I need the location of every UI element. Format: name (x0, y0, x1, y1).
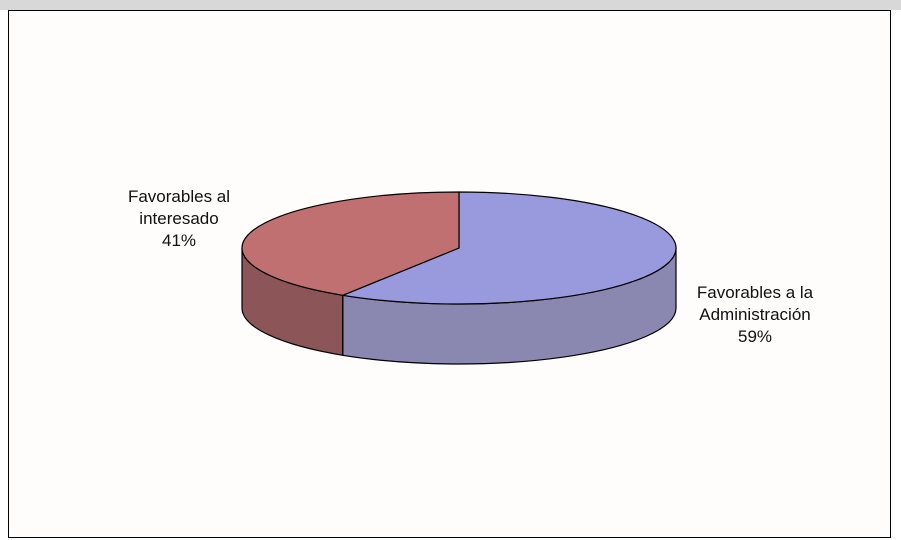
label-interesado: Favorables al interesado 41% (104, 186, 254, 252)
pie-slice-interesado (241, 191, 460, 296)
pie-tops (241, 191, 677, 305)
label-interesado-line2: interesado (139, 209, 219, 228)
label-administracion: Favorables a la Administración 59% (680, 282, 830, 348)
label-administracion-line1: Favorables a la (696, 283, 814, 302)
label-interesado-pct: 41% (161, 231, 197, 250)
label-interesado-line1: Favorables al (127, 187, 231, 206)
label-administracion-pct: 59% (737, 327, 773, 346)
label-administracion-line2: Administración (699, 305, 811, 324)
window-top-strip (0, 0, 901, 10)
pie-slice-administracion (342, 191, 677, 305)
